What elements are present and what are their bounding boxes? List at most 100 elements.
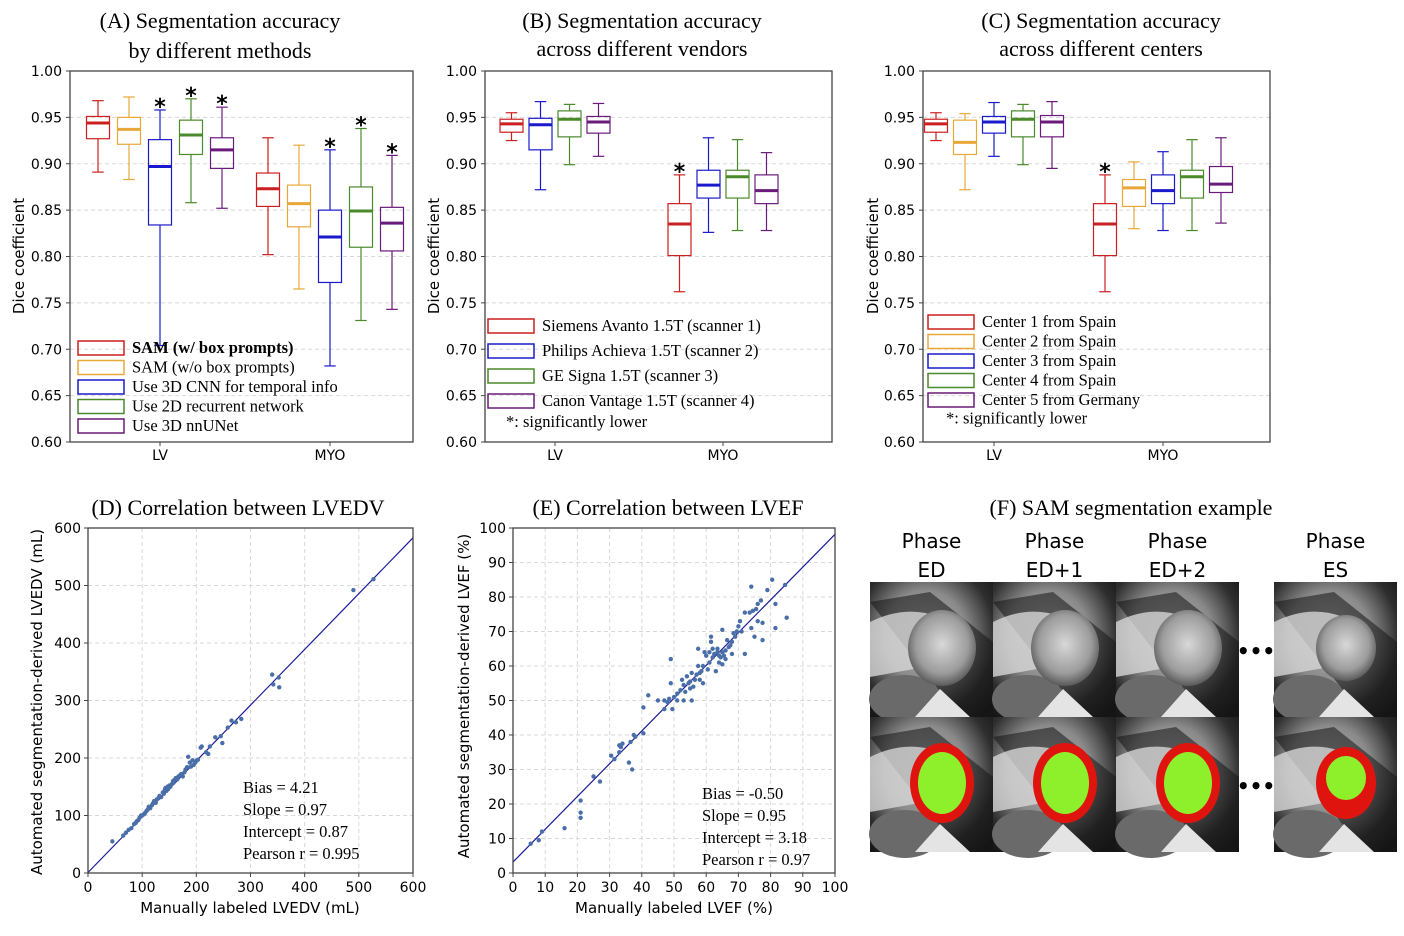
x-tick-label: 20 — [568, 880, 586, 896]
x-tick-label: 30 — [601, 880, 619, 896]
data-point — [718, 655, 723, 660]
data-point — [220, 740, 225, 746]
x-tick-label: 50 — [665, 880, 683, 896]
x-tick-label: 40 — [633, 880, 651, 896]
y-tick-label: 0.85 — [31, 203, 62, 219]
data-point — [662, 706, 667, 712]
y-tick-label: 0.60 — [884, 435, 915, 451]
data-point — [705, 667, 711, 672]
box-canon-vantage-1-5t-scanner-4--myo — [754, 152, 779, 232]
data-point — [742, 610, 748, 615]
data-point — [681, 698, 686, 703]
legend-label: Center 5 from Germany — [982, 390, 1141, 409]
box-philips-achieva-1-5t-scanner-2--myo — [696, 137, 721, 233]
data-point — [206, 751, 211, 757]
bright-wedge — [1319, 824, 1374, 852]
data-point — [687, 686, 693, 691]
y-tick-label: 1.00 — [884, 64, 915, 80]
data-point — [687, 679, 693, 684]
legend-label: SAM (w/ box prompts) — [132, 338, 294, 357]
legend-label: Canon Vantage 1.5T (scanner 4) — [542, 391, 754, 410]
data-point — [728, 643, 733, 648]
data-point — [129, 825, 134, 831]
legend-swatch — [77, 359, 125, 376]
data-point — [694, 672, 699, 677]
data-point — [721, 653, 727, 658]
y-tick-label: 0.80 — [446, 250, 477, 266]
legend-swatch — [77, 379, 125, 395]
iqr-box — [1092, 203, 1118, 257]
box-sam-w-box-prompts--myo — [255, 137, 281, 256]
y-tick-label: 1.00 — [446, 64, 477, 80]
data-point — [755, 618, 760, 624]
x-tick-label: 90 — [794, 880, 812, 896]
data-point — [731, 631, 736, 636]
data-point — [750, 608, 756, 613]
box-siemens-avanto-1-5t-scanner-1--lv — [499, 112, 524, 142]
mri-frame — [869, 582, 993, 723]
data-point — [110, 839, 115, 844]
legend-swatch — [927, 333, 975, 350]
legend-swatch — [927, 353, 975, 369]
data-point — [668, 681, 673, 686]
data-point — [195, 757, 201, 762]
axes-frame — [922, 70, 1271, 443]
data-point — [760, 637, 765, 643]
iqr-box — [178, 119, 204, 156]
box-center-1-from-spain-myo: * — [1092, 160, 1118, 293]
x-tick-label: 80 — [762, 880, 780, 896]
panel-c-plot-area: 0.60 0.65 0.70 0.75 0.80 0.85 0.90 0.95 1.00 LV MY… — [884, 64, 1271, 464]
y-tick-label: 0.85 — [446, 203, 477, 219]
axes-frame — [87, 527, 414, 874]
y-tick-label: 0.75 — [31, 296, 62, 312]
box-siemens-avanto-1-5t-scanner-1--myo: * — [667, 160, 692, 293]
panel-e-ylabel: Automated segmentation-derived LVEF (%) — [455, 534, 473, 858]
x-tick-label: 600 — [400, 880, 427, 896]
data-point — [749, 625, 754, 631]
y-tick-label: 20 — [488, 797, 506, 813]
y-tick-label: 100 — [479, 521, 506, 537]
box-center-5-from-germany-lv — [1039, 101, 1065, 169]
panel-e-plot-area: 0 10 20 30 40 50 60 70 80 90 100 0 10 20 30 40 50 60 70 80 9… — [479, 521, 848, 896]
phase-label-line2: ED+1 — [1026, 558, 1084, 582]
y-tick-label: 30 — [488, 763, 506, 779]
y-tick-label: 300 — [54, 694, 81, 710]
y-tick-label: 0.65 — [31, 389, 62, 405]
mri-frame-with-segmentation — [1115, 717, 1239, 858]
mri-frame — [1273, 582, 1397, 723]
x-tick-label: LV — [547, 448, 563, 464]
box-sam-w-o-box-prompts--myo — [286, 144, 312, 290]
box-use-3d-nnunet-lv: * — [209, 92, 235, 209]
data-point — [539, 829, 545, 834]
data-point — [641, 705, 646, 710]
data-point — [753, 606, 759, 612]
significance-star: * — [216, 92, 228, 117]
left-ventricle — [908, 610, 976, 686]
data-point — [720, 627, 725, 632]
y-tick-label: 80 — [488, 590, 506, 606]
stat-label: Pearson r = 0.97 — [702, 850, 810, 869]
y-tick-label: 0.70 — [31, 342, 62, 358]
y-tick-label: 0.80 — [884, 250, 915, 266]
y-tick-label: 600 — [54, 521, 81, 537]
data-point — [269, 672, 275, 677]
iqr-box — [348, 186, 374, 248]
y-tick-label: 0.95 — [31, 110, 62, 126]
phase-label-line1: Phase — [1306, 529, 1366, 553]
y-tick-label: 0.70 — [446, 342, 477, 358]
panel-f-image-grid: Phase ED Phase ED+1 Phase ED+2 Phase ES ••• ••• — [869, 529, 1397, 858]
iqr-box — [586, 115, 611, 134]
panel-b-title-line2: across different vendors — [537, 36, 748, 61]
data-point — [617, 750, 622, 755]
data-point — [752, 634, 757, 639]
panel-a-ylabel: Dice coefficient — [10, 198, 28, 314]
y-tick-label: 50 — [488, 694, 506, 710]
y-tick-label: 70 — [488, 625, 506, 641]
iqr-box — [725, 169, 750, 199]
data-point — [633, 734, 638, 739]
y-tick-label: 0.80 — [31, 250, 62, 266]
data-point — [218, 733, 223, 739]
mri-frame — [1115, 582, 1239, 723]
panel-d-ylabel: Automated segmentation-derived LVEDV (mL… — [28, 529, 46, 875]
